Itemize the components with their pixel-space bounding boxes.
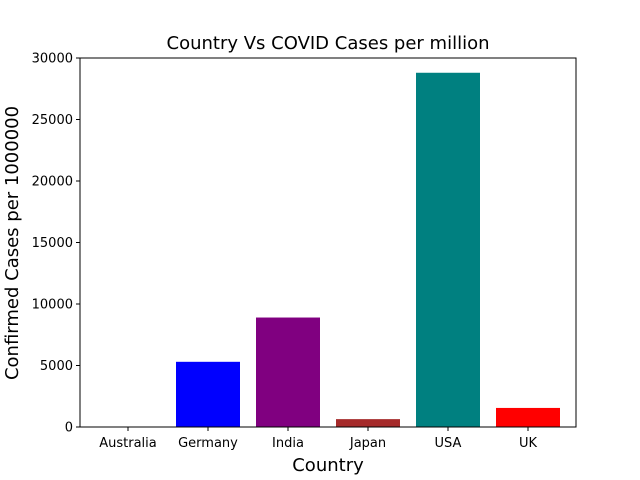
y-tick-label: 30000 <box>32 52 73 67</box>
x-axis: Australia Germany India Japan USA UK <box>99 427 537 451</box>
bar-usa <box>416 72 480 427</box>
bar-uk <box>496 407 560 427</box>
y-tick-label: 15000 <box>32 236 73 251</box>
x-tick-label: USA <box>435 436 462 451</box>
y-tick-label: 5000 <box>40 359 73 374</box>
plot-frame <box>79 57 577 428</box>
y-axis-label: Confirmed Cases per 1000000 <box>2 106 23 380</box>
y-tick-label: 25000 <box>32 113 73 128</box>
y-tick-label: 20000 <box>32 175 73 190</box>
bar-germany <box>176 361 240 427</box>
x-tick-label: India <box>272 436 304 451</box>
y-tick-label: 10000 <box>32 298 73 313</box>
x-axis-label: Country <box>292 455 364 476</box>
chart-title: Country Vs COVID Cases per million <box>167 33 490 54</box>
x-tick-label: UK <box>519 436 538 451</box>
bar-japan <box>336 419 400 427</box>
bar-india <box>256 317 320 427</box>
bars-group <box>96 72 560 427</box>
x-tick-label: Japan <box>349 436 386 451</box>
y-tick-label: 0 <box>65 421 73 436</box>
x-tick-label: Australia <box>99 436 157 451</box>
x-tick-label: Germany <box>178 436 238 451</box>
y-axis: 0 5000 10000 15000 20000 25000 30000 <box>32 52 80 436</box>
